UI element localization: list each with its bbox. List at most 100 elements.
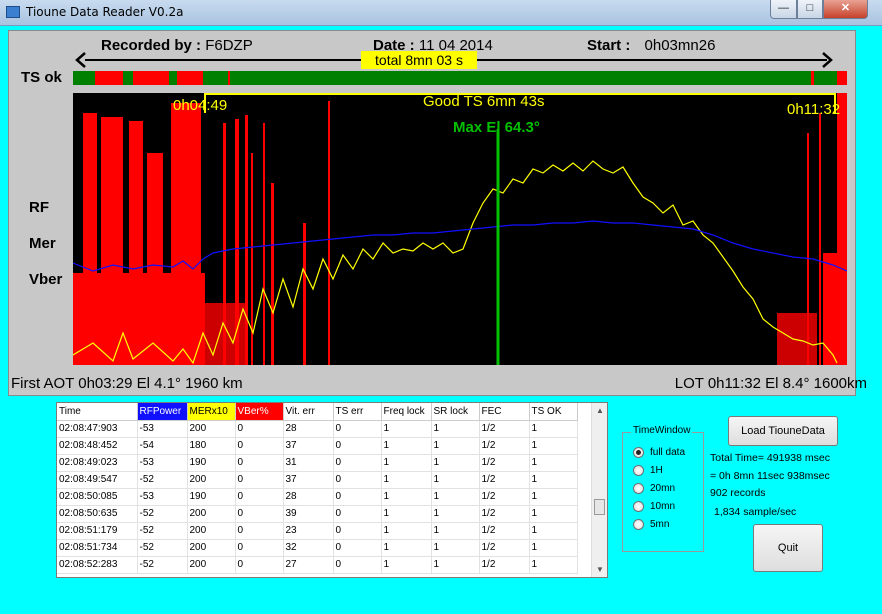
table-cell: 0	[333, 556, 382, 574]
radio-label: 1H	[650, 465, 663, 476]
start-time: Start : 0h03mn26	[587, 37, 715, 54]
data-table[interactable]: Time RFPower MERx10 VBer% Vit. err TS er…	[56, 402, 608, 578]
table-cell: 1	[431, 539, 480, 557]
col-ts-err[interactable]: TS err	[333, 403, 382, 421]
total-duration-badge: total 8mn 03 s	[361, 51, 477, 69]
table-cell: 0	[235, 437, 284, 455]
col-vber[interactable]: VBer%	[235, 403, 284, 421]
good-ts-duration: Good TS 6mn 43s	[423, 93, 545, 110]
scroll-up-icon[interactable]: ▲	[596, 406, 604, 415]
vber-spike	[223, 123, 226, 365]
radio-5mn[interactable]: 5mn	[633, 519, 669, 530]
table-cell: 1	[431, 522, 480, 540]
radio-dot[interactable]	[633, 465, 644, 476]
table-cell: 1/2	[479, 505, 530, 523]
radio-10mn[interactable]: 10mn	[633, 501, 675, 512]
table-cell: 1	[381, 539, 432, 557]
app-icon	[6, 6, 20, 18]
col-fec[interactable]: FEC	[479, 403, 530, 421]
vber-spike	[245, 115, 248, 365]
maximize-button[interactable]: □	[797, 0, 823, 19]
table-cell: 200	[187, 420, 236, 438]
vber-spike	[303, 223, 306, 365]
table-row[interactable]: 02:08:51:734 -52 200 0 32 0 1 1 1/2 1	[57, 539, 578, 557]
col-freq-lock[interactable]: Freq lock	[381, 403, 432, 421]
table-cell: 0	[235, 539, 284, 557]
table-cell: -52	[137, 556, 188, 574]
table-cell: 1	[381, 471, 432, 489]
first-aot: First AOT 0h03:29 El 4.1° 1960 km	[11, 375, 243, 392]
table-cell: 200	[187, 471, 236, 489]
vber-area	[777, 313, 817, 365]
table-cell: 0	[333, 488, 382, 506]
radio-dot[interactable]	[633, 519, 644, 530]
quit-button[interactable]: Quit	[753, 524, 823, 572]
table-cell: -52	[137, 471, 188, 489]
scroll-thumb[interactable]	[594, 499, 605, 515]
col-ts-ok[interactable]: TS OK	[529, 403, 578, 421]
table-cell: 37	[283, 471, 334, 489]
table-cell: 1	[381, 522, 432, 540]
table-scrollbar[interactable]: ▲ ▼	[591, 403, 607, 577]
table-cell: 1	[381, 420, 432, 438]
table-row[interactable]: 02:08:47:903 -53 200 0 28 0 1 1 1/2 1	[57, 420, 578, 438]
table-cell: 1/2	[479, 556, 530, 574]
sample-rate: 1,834 sample/sec	[714, 506, 797, 518]
time-window-title: TimeWindow	[631, 425, 693, 436]
load-data-button[interactable]: Load TiouneData	[728, 416, 838, 446]
table-cell: 1	[529, 437, 578, 455]
col-rfpower[interactable]: RFPower	[137, 403, 188, 421]
table-row[interactable]: 02:08:48:452 -54 180 0 37 0 1 1 1/2 1	[57, 437, 578, 455]
table-cell: 0	[235, 471, 284, 489]
radio-20mn[interactable]: 20mn	[633, 483, 675, 494]
table-cell: 0	[333, 539, 382, 557]
radio-dot[interactable]	[633, 501, 644, 512]
table-cell: 02:08:51:734	[57, 539, 138, 557]
date-value: 11 04 2014	[418, 37, 493, 54]
rf-line	[73, 220, 847, 272]
col-vit-err[interactable]: Vit. err	[283, 403, 334, 421]
close-button[interactable]: ✕	[823, 0, 868, 19]
table-cell: 1/2	[479, 488, 530, 506]
vber-spike	[271, 183, 274, 365]
table-cell: 1	[381, 454, 432, 472]
table-cell: 1/2	[479, 437, 530, 455]
window-title: Tioune Data Reader V0.2a	[26, 5, 184, 19]
radio-full-data[interactable]: full data	[633, 447, 685, 458]
start-value: 0h03mn26	[644, 37, 716, 54]
table-cell: -53	[137, 420, 188, 438]
col-mer[interactable]: MERx10	[187, 403, 236, 421]
table-cell: -54	[137, 437, 188, 455]
table-row[interactable]: 02:08:50:085 -53 190 0 28 0 1 1 1/2 1	[57, 488, 578, 506]
table-cell: 1	[381, 437, 432, 455]
vber-area	[101, 117, 123, 365]
table-cell: -53	[137, 488, 188, 506]
col-sr-lock[interactable]: SR lock	[431, 403, 480, 421]
vber-spike	[328, 101, 330, 365]
date-label: Date :	[373, 37, 415, 54]
table-row[interactable]: 02:08:51:179 -52 200 0 23 0 1 1 1/2 1	[57, 522, 578, 540]
table-cell: 02:08:51:179	[57, 522, 138, 540]
rf-axis-label: RF	[29, 199, 49, 216]
table-row[interactable]: 02:08:50:635 -52 200 0 39 0 1 1 1/2 1	[57, 505, 578, 523]
table-cell: 1	[529, 505, 578, 523]
radio-1h[interactable]: 1H	[633, 465, 663, 476]
table-cell: 1	[529, 539, 578, 557]
radio-dot[interactable]	[633, 483, 644, 494]
radio-label: 20mn	[650, 483, 676, 494]
minimize-button[interactable]: —	[770, 0, 797, 19]
table-cell: 28	[283, 488, 334, 506]
table-body: 02:08:47:903 -53 200 0 28 0 1 1 1/2 1 02:08:48:452…	[57, 420, 578, 574]
table-cell: 190	[187, 454, 236, 472]
radio-dot[interactable]	[633, 447, 644, 458]
table-row[interactable]: 02:08:52:283 -52 200 0 27 0 1 1 1/2 1	[57, 556, 578, 574]
vber-area	[171, 103, 201, 365]
col-time[interactable]: Time	[57, 403, 138, 421]
table-row[interactable]: 02:08:49:547 -52 200 0 37 0 1 1 1/2 1	[57, 471, 578, 489]
scroll-down-icon[interactable]: ▼	[596, 565, 604, 574]
recorded-by: Recorded by : F6DZP	[101, 37, 253, 54]
duration-line-left	[85, 59, 361, 61]
table-cell: 1	[381, 488, 432, 506]
table-cell: 1	[431, 556, 480, 574]
table-row[interactable]: 02:08:49:023 -53 190 0 31 0 1 1 1/2 1	[57, 454, 578, 472]
